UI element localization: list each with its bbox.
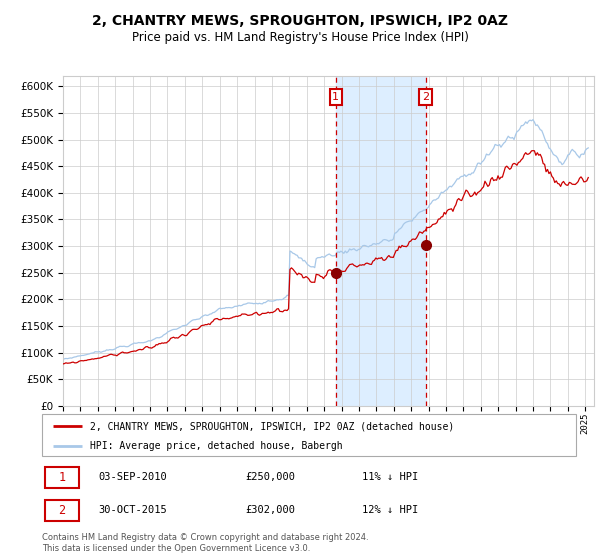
Text: 2, CHANTRY MEWS, SPROUGHTON, IPSWICH, IP2 0AZ: 2, CHANTRY MEWS, SPROUGHTON, IPSWICH, IP… (92, 14, 508, 28)
Text: Contains HM Land Registry data © Crown copyright and database right 2024.
This d: Contains HM Land Registry data © Crown c… (42, 533, 368, 553)
Text: 30-OCT-2015: 30-OCT-2015 (98, 505, 167, 515)
Text: 1: 1 (58, 471, 65, 484)
FancyBboxPatch shape (44, 466, 79, 488)
Text: 03-SEP-2010: 03-SEP-2010 (98, 473, 167, 483)
Text: HPI: Average price, detached house, Babergh: HPI: Average price, detached house, Babe… (90, 441, 343, 451)
Bar (336, 76, 425, 406)
Text: £250,000: £250,000 (245, 473, 295, 483)
Text: £302,000: £302,000 (245, 505, 295, 515)
Text: 2, CHANTRY MEWS, SPROUGHTON, IPSWICH, IP2 0AZ (detached house): 2, CHANTRY MEWS, SPROUGHTON, IPSWICH, IP… (90, 421, 454, 431)
Text: 2: 2 (58, 504, 65, 517)
Text: Price paid vs. HM Land Registry's House Price Index (HPI): Price paid vs. HM Land Registry's House … (131, 31, 469, 44)
Text: 1: 1 (332, 92, 340, 102)
FancyBboxPatch shape (42, 414, 576, 456)
Text: 2: 2 (422, 92, 429, 102)
Text: 12% ↓ HPI: 12% ↓ HPI (362, 505, 419, 515)
Text: 11% ↓ HPI: 11% ↓ HPI (362, 473, 419, 483)
FancyBboxPatch shape (44, 500, 79, 521)
